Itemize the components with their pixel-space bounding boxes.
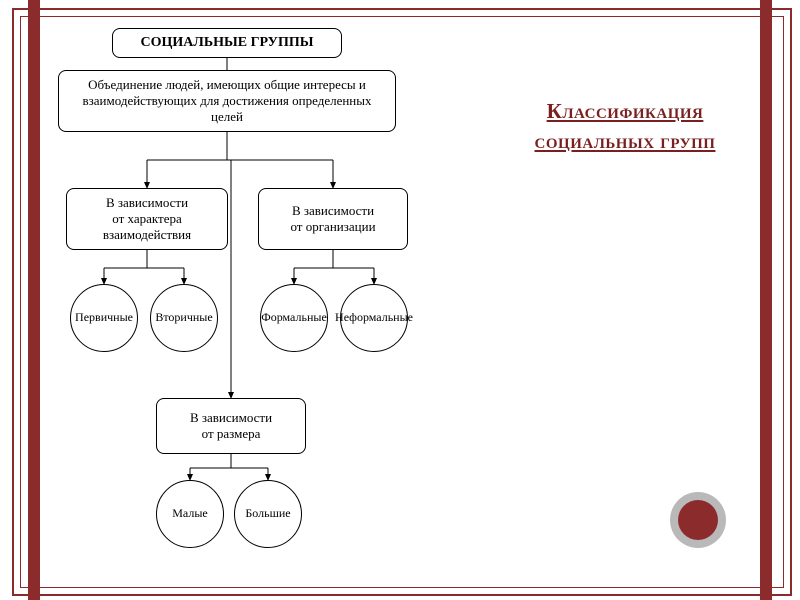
leaf-large: Большие xyxy=(234,480,302,548)
leaf-large-label: Большие xyxy=(245,507,290,521)
page-heading: Классификация социальных групп xyxy=(490,96,760,157)
decor-dot-inner xyxy=(678,500,718,540)
root-subtitle-box: Объединение людей, имеющих общие интерес… xyxy=(58,70,396,132)
root-subtitle-text: Объединение людей, имеющих общие интерес… xyxy=(65,77,389,126)
leaf-informal-label: Неформальные xyxy=(335,311,413,325)
root-title-text: СОЦИАЛЬНЫЕ ГРУППЫ xyxy=(141,34,314,52)
branch-interaction-label: В зависимости от характера взаимодействи… xyxy=(73,195,221,244)
branch-size-box: В зависимости от размера xyxy=(156,398,306,454)
leaf-primary-label: Первичные xyxy=(75,311,133,325)
branch-size-label: В зависимости от размера xyxy=(163,410,299,443)
leaf-informal: Неформальные xyxy=(340,284,408,352)
leaf-small-label: Малые xyxy=(172,507,207,521)
heading-line1: Классификация xyxy=(547,99,704,123)
leaf-secondary-label: Вторичные xyxy=(155,311,212,325)
root-title-box: СОЦИАЛЬНЫЕ ГРУППЫ xyxy=(112,28,342,58)
branch-interaction-box: В зависимости от характера взаимодействи… xyxy=(66,188,228,250)
leaf-secondary: Вторичные xyxy=(150,284,218,352)
leaf-primary: Первичные xyxy=(70,284,138,352)
heading-line2: социальных групп xyxy=(535,129,716,153)
leaf-formal: Формальные xyxy=(260,284,328,352)
leaf-small: Малые xyxy=(156,480,224,548)
diagram-stage: СОЦИАЛЬНЫЕ ГРУППЫ Объединение людей, име… xyxy=(0,0,800,600)
branch-organization-box: В зависимости от организации xyxy=(258,188,408,250)
leaf-formal-label: Формальные xyxy=(261,311,327,325)
branch-organization-label: В зависимости от организации xyxy=(265,203,401,236)
